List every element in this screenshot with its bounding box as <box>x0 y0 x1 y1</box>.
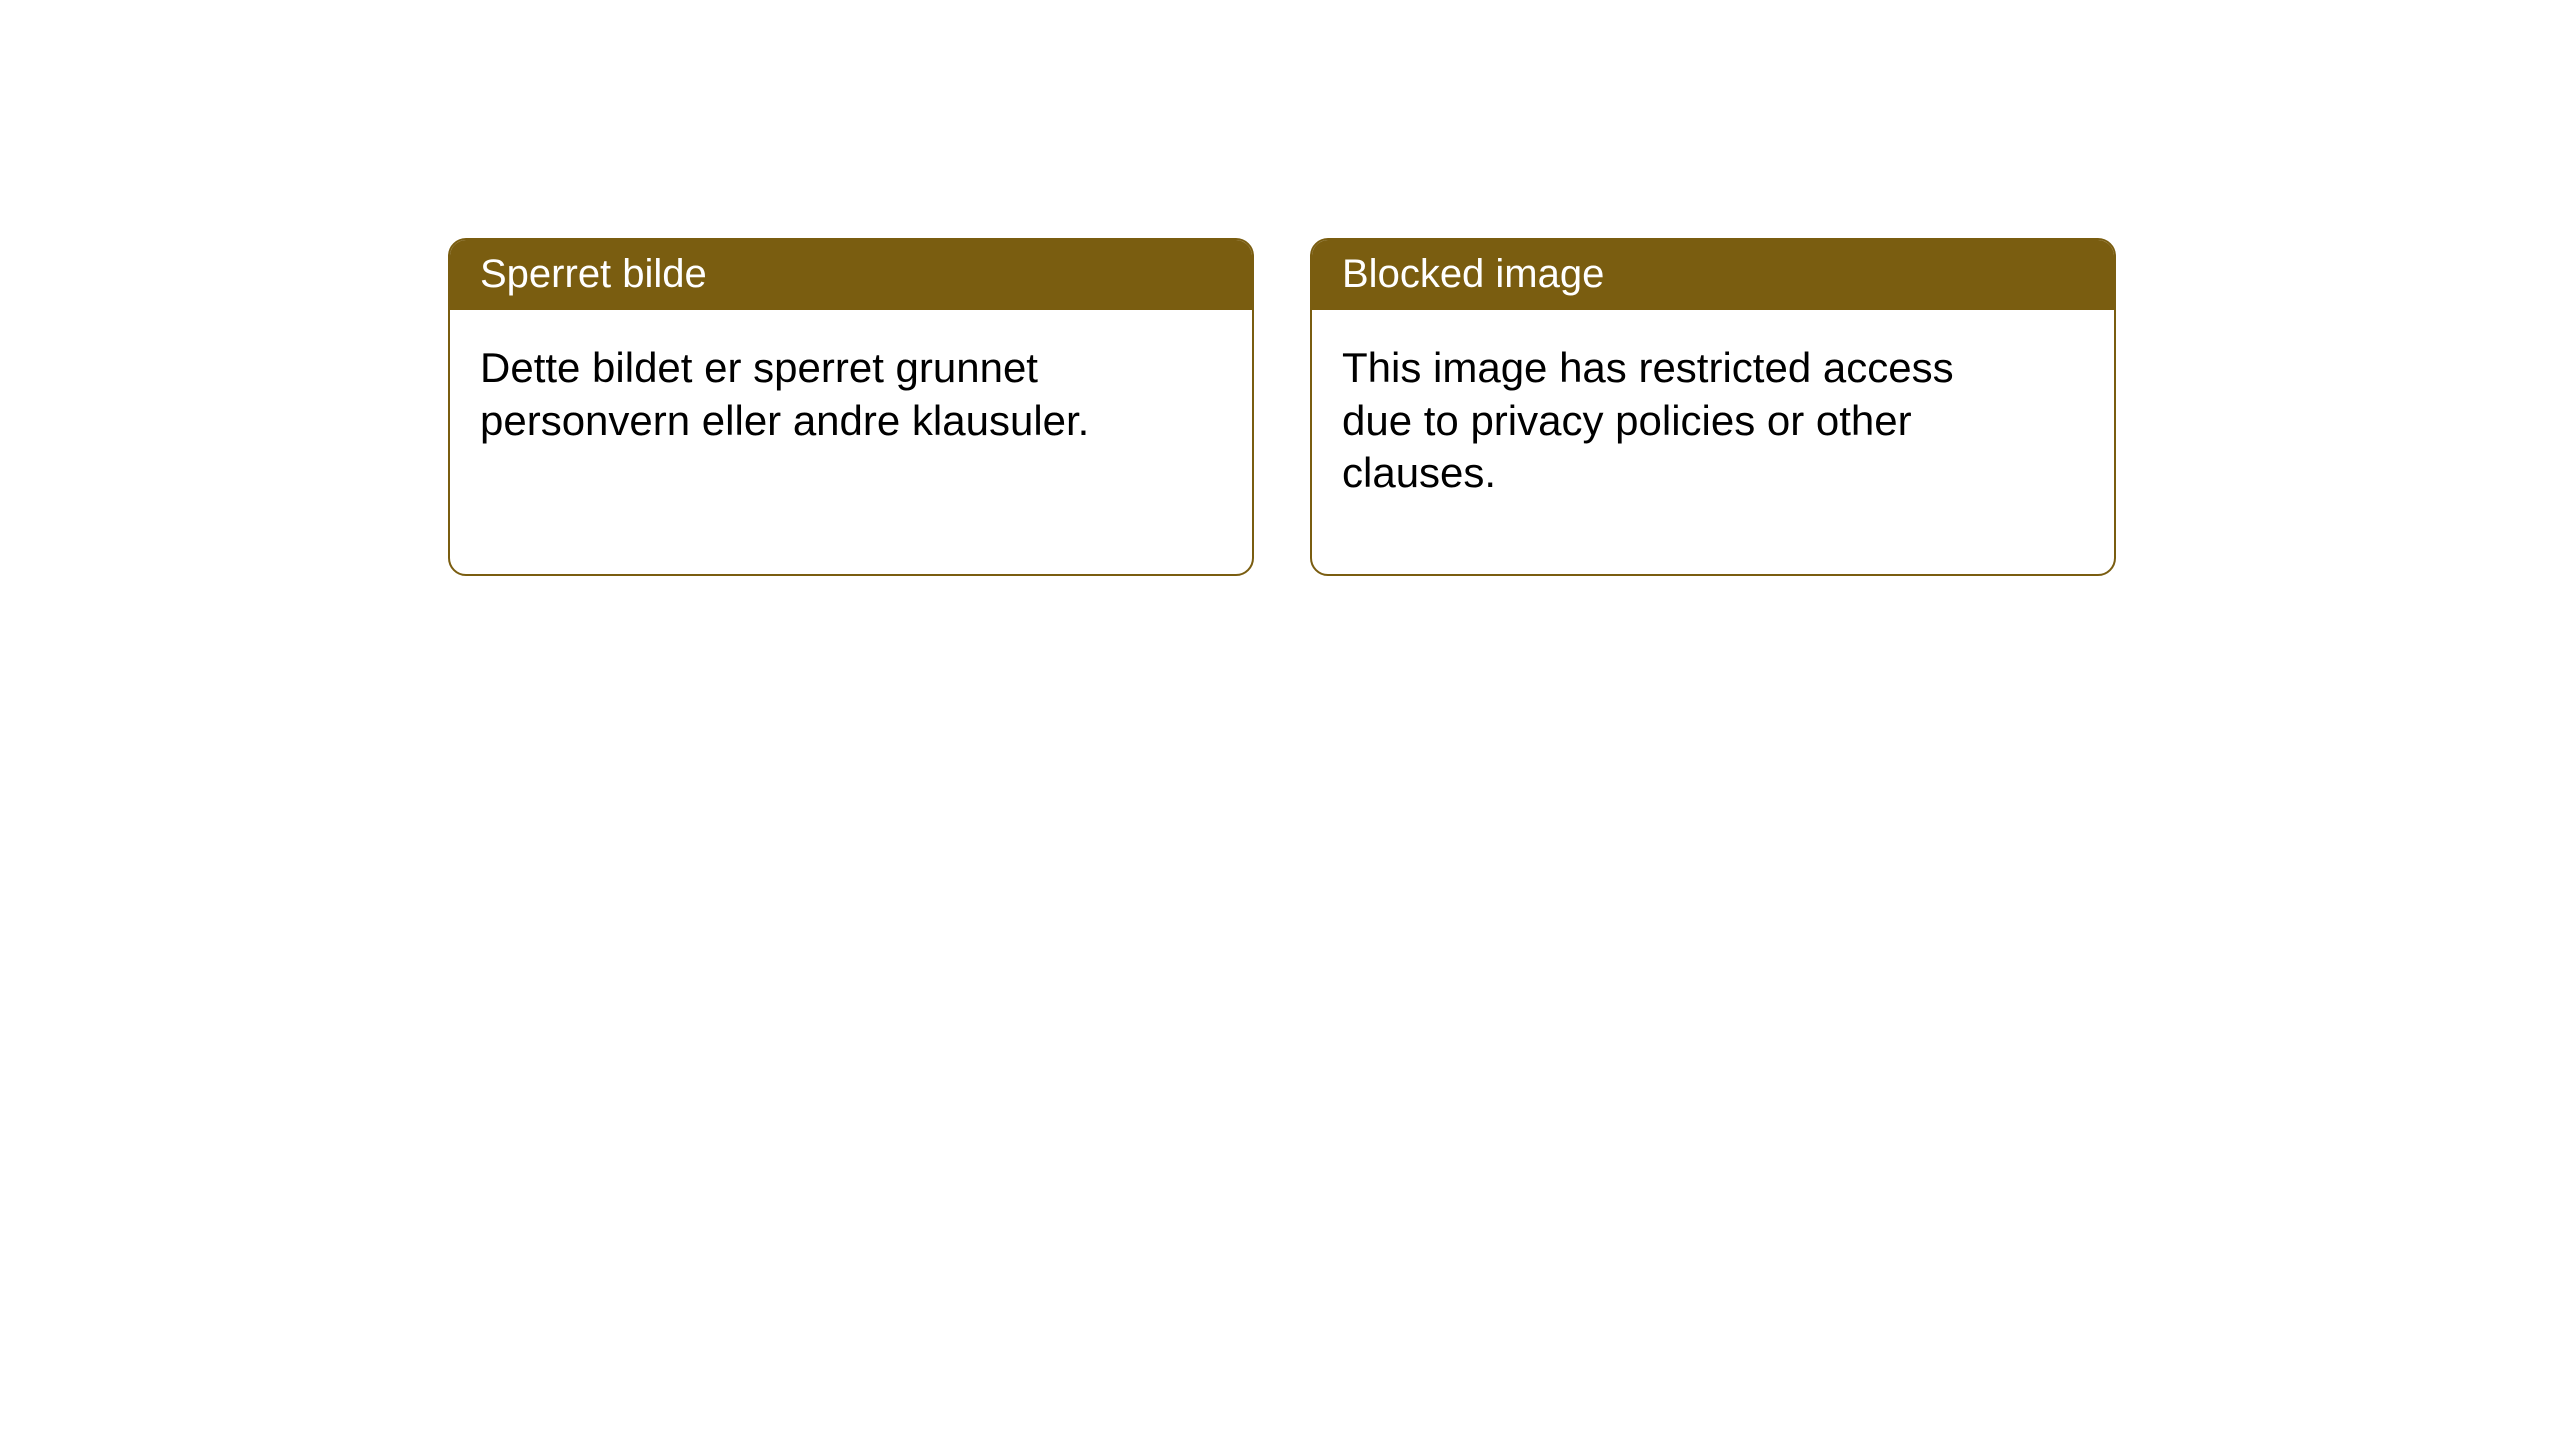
card-header: Blocked image <box>1312 240 2114 310</box>
card-header: Sperret bilde <box>450 240 1252 310</box>
card-body-text: Dette bildet er sperret grunnet personve… <box>480 344 1089 444</box>
notice-card-english: Blocked image This image has restricted … <box>1310 238 2116 576</box>
card-body-text: This image has restricted access due to … <box>1342 344 1954 496</box>
card-body: Dette bildet er sperret grunnet personve… <box>450 310 1150 479</box>
notice-cards-container: Sperret bilde Dette bildet er sperret gr… <box>448 238 2560 576</box>
notice-card-norwegian: Sperret bilde Dette bildet er sperret gr… <box>448 238 1254 576</box>
card-title: Blocked image <box>1342 252 1604 296</box>
card-title: Sperret bilde <box>480 252 707 296</box>
card-body: This image has restricted access due to … <box>1312 310 2012 532</box>
